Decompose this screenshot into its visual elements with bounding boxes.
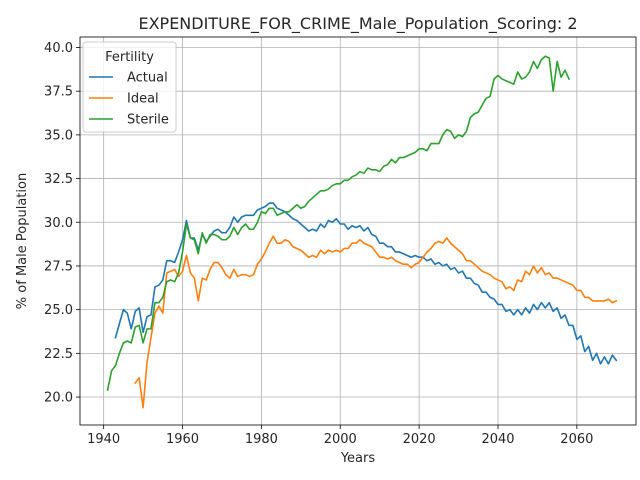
legend-label-ideal: Ideal bbox=[127, 92, 159, 107]
x-tick-label: 2000 bbox=[324, 432, 357, 447]
x-tick-label: 1980 bbox=[245, 432, 278, 447]
y-tick-label: 30.0 bbox=[44, 216, 73, 231]
legend-box bbox=[82, 41, 177, 133]
x-tick-label: 1960 bbox=[166, 432, 199, 447]
x-tick-label: 2060 bbox=[560, 432, 593, 447]
plot-frame bbox=[79, 36, 637, 426]
x-tick-label: 2040 bbox=[481, 432, 514, 447]
legend-items: Actual Ideal Sterile bbox=[89, 71, 169, 128]
x-axis: 1940 1960 1980 2000 2020 2040 2060 bbox=[87, 425, 593, 447]
y-tick-label: 20.0 bbox=[44, 391, 73, 406]
legend-label-sterile: Sterile bbox=[127, 113, 169, 128]
x-tick-label: 2020 bbox=[403, 432, 436, 447]
y-tick-label: 35.0 bbox=[44, 128, 73, 143]
y-tick-label: 40.0 bbox=[44, 41, 73, 56]
y-tick-label: 22.5 bbox=[44, 347, 73, 362]
series-line-sterile bbox=[106, 55, 571, 391]
y-tick-label: 25.0 bbox=[44, 303, 73, 318]
series-layer bbox=[106, 55, 618, 409]
legend: Fertility Actual Ideal Sterile bbox=[82, 41, 177, 133]
grid-lines bbox=[80, 37, 636, 425]
series-line-ideal bbox=[134, 235, 618, 409]
y-tick-label: 32.5 bbox=[44, 172, 73, 187]
y-tick-label: 27.5 bbox=[44, 259, 73, 274]
y-axis-label: % of Male Population bbox=[15, 173, 30, 309]
y-axis: 20.0 22.5 25.0 27.5 30.0 32.5 35.0 37.5 40.0 bbox=[44, 41, 80, 406]
x-axis-label: Years bbox=[340, 451, 376, 466]
y-tick-label: 37.5 bbox=[44, 85, 73, 100]
chart-title: EXPENDITURE_FOR_CRIME_Male_Population_Sc… bbox=[138, 14, 577, 34]
legend-title: Fertility bbox=[105, 50, 154, 65]
x-tick-label: 1940 bbox=[87, 432, 120, 447]
legend-label-actual: Actual bbox=[127, 71, 168, 86]
